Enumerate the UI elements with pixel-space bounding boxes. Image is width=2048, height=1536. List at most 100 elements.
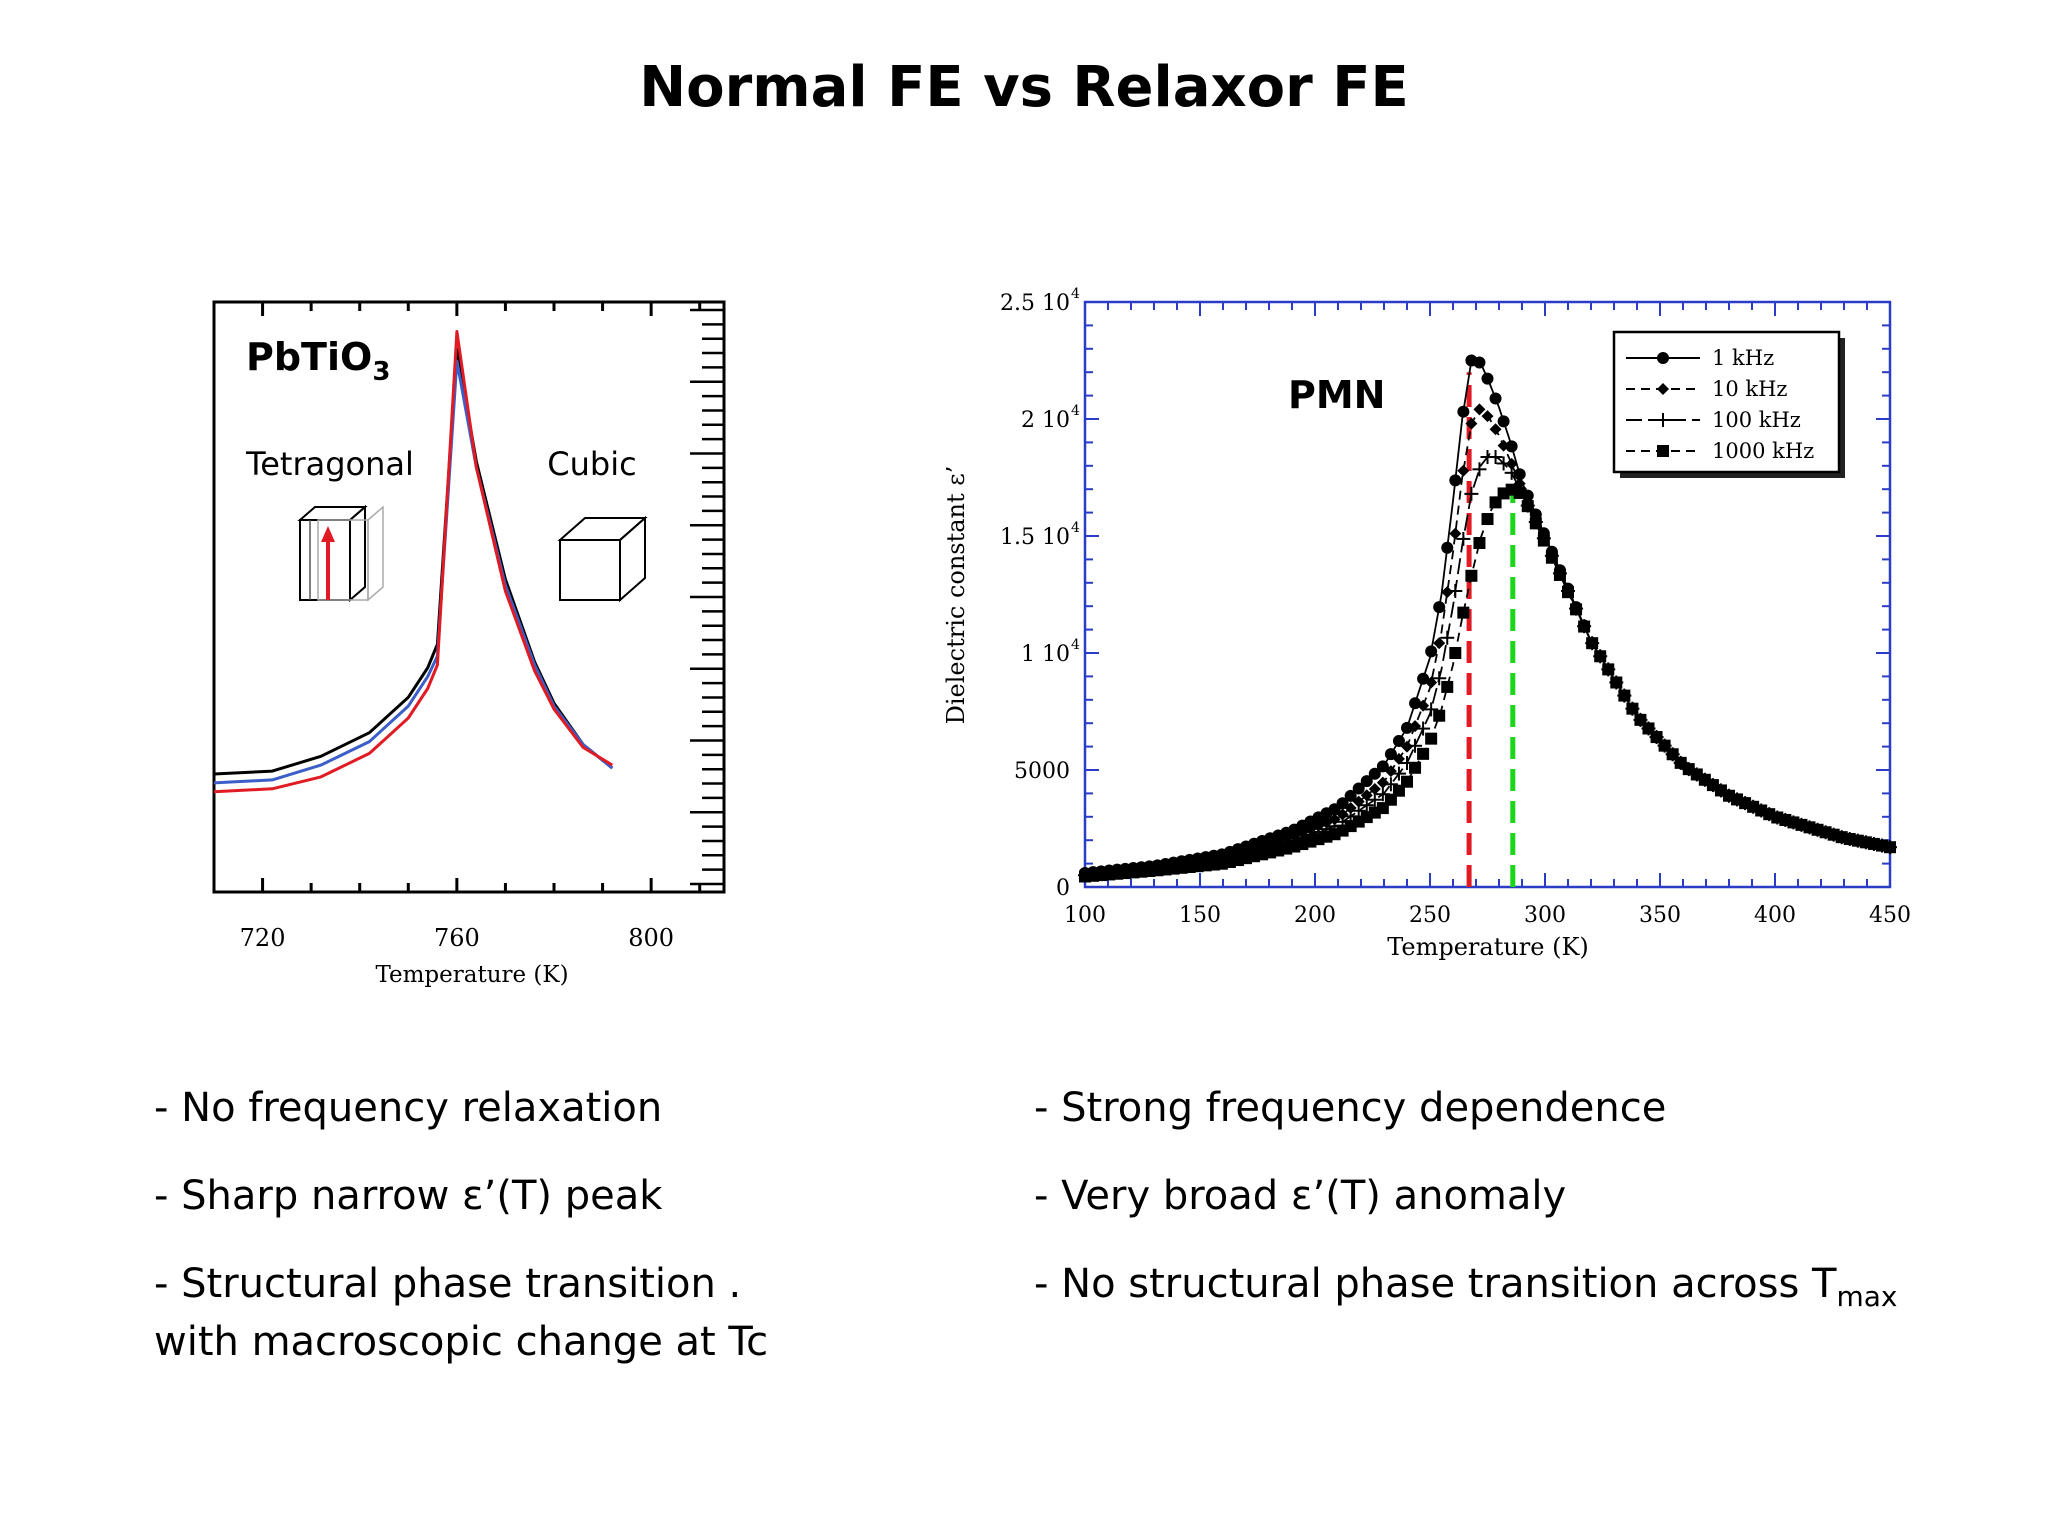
point-circle — [1433, 601, 1446, 614]
tmax-markers — [1466, 372, 1516, 887]
y-tick-label: 1 10 — [1021, 642, 1070, 667]
point-diamond — [1441, 586, 1454, 599]
point-square — [1441, 680, 1454, 693]
x-tick-label: 400 — [1754, 903, 1796, 928]
point-square — [1417, 747, 1430, 760]
point-square — [1586, 637, 1599, 650]
bullet-structural-transition-cont: with macroscopic change at Tc — [154, 1319, 769, 1365]
x-tick-label: 100 — [1064, 903, 1106, 928]
y-tick-exponent: 4 — [1071, 637, 1080, 653]
tetragonal-label: Tetragonal — [245, 445, 414, 483]
point-circle — [1513, 468, 1526, 481]
legend: 1 kHz 10 kHz 100 kHz 1000 kHz — [1612, 330, 1845, 478]
point-square — [1401, 775, 1413, 788]
point-circle — [1392, 734, 1405, 747]
legend-label: 100 kHz — [1712, 408, 1801, 432]
point-diamond — [1376, 776, 1389, 789]
cubic-label: Cubic — [547, 445, 636, 483]
point-square — [1545, 551, 1558, 564]
point-diamond — [1336, 808, 1349, 821]
point-circle — [1384, 748, 1397, 761]
point-square — [1657, 445, 1669, 457]
point-square — [1626, 702, 1639, 715]
x-tick-label: 760 — [434, 924, 480, 952]
point-diamond — [1497, 439, 1510, 452]
point-circle — [1360, 775, 1373, 788]
point-circle — [1497, 415, 1510, 428]
point-diamond — [1465, 417, 1478, 430]
point-square — [1457, 606, 1470, 619]
y-tick-exponent: 4 — [1071, 520, 1080, 536]
series-line-red — [213, 330, 614, 794]
point-diamond — [1368, 782, 1381, 795]
point-square — [1409, 761, 1422, 774]
pbtio3-chart: 720 760 800 Temperature (K) PbTiO3 Tetrago… — [212, 300, 726, 988]
x-tick-label: 300 — [1524, 903, 1566, 928]
x-axis-label: Temperature (K) — [1387, 933, 1589, 961]
right-axis-ticks — [690, 308, 724, 886]
compound-label: PbTiO3 — [246, 335, 390, 387]
x-tick-label: 200 — [1294, 903, 1336, 928]
point-square — [1602, 663, 1615, 676]
y-tick-label: 1.5 10 — [1000, 525, 1070, 550]
point-diamond — [1449, 527, 1462, 540]
point-circle — [1368, 767, 1381, 780]
point-circle — [1352, 782, 1365, 795]
point-square — [1481, 513, 1494, 526]
point-diamond — [1433, 637, 1446, 650]
pmn-label: PMN — [1288, 373, 1385, 417]
x-tick-label: 150 — [1179, 903, 1221, 928]
point-diamond — [1384, 765, 1397, 778]
plot-frame — [1083, 300, 1892, 889]
point-square — [1529, 517, 1542, 530]
point-square — [1562, 586, 1574, 599]
y-tick-exponent: 4 — [1071, 286, 1080, 302]
point-square — [1521, 500, 1534, 513]
point-circle — [1481, 372, 1494, 385]
point-diamond — [1344, 801, 1357, 814]
point-square — [1553, 568, 1566, 581]
point-square — [1578, 620, 1591, 633]
x-tick-labels: 720 760 800 — [240, 924, 674, 952]
series-lines — [213, 330, 614, 794]
point-diamond — [1481, 410, 1494, 423]
legend-label: 1000 kHz — [1712, 439, 1814, 463]
x-tick-label: 450 — [1869, 903, 1911, 928]
point-square — [1618, 689, 1631, 702]
bullet-no-frequency-relaxation: - No frequency relaxation — [154, 1085, 663, 1131]
x-ticks — [261, 302, 702, 892]
x-tick-label: 250 — [1409, 903, 1451, 928]
point-circle — [1657, 352, 1669, 364]
point-square — [1392, 784, 1405, 797]
point-square — [1425, 732, 1438, 745]
y-tick-label: 5000 — [1014, 759, 1070, 784]
cubic-cell-icon — [557, 515, 648, 603]
point-square — [1570, 603, 1583, 616]
point-square — [1433, 709, 1446, 722]
point-circle — [1441, 541, 1454, 554]
x-axis-label: Temperature (K) — [375, 962, 568, 988]
series-line-blue — [213, 359, 614, 785]
point-circle — [1457, 405, 1470, 418]
bullet-frequency-dependence: - Strong frequency dependence — [1034, 1085, 1667, 1131]
point-square — [1537, 534, 1550, 547]
bullet-text: - No structural phase transition across … — [1034, 1261, 1837, 1307]
tetragonal-cell-icon — [297, 504, 384, 603]
bullet-no-structural-transition: - No structural phase transition across … — [1034, 1261, 1897, 1313]
point-square — [1449, 647, 1462, 659]
slide-title: Normal FE vs Relaxor FE — [639, 55, 1409, 120]
point-diamond — [1489, 423, 1502, 436]
x-tick-label: 720 — [240, 924, 286, 952]
point-square — [1610, 676, 1623, 689]
point-circle — [1449, 474, 1462, 487]
point-diamond — [1505, 457, 1518, 470]
bullet-sharp-peak: - Sharp narrow ε’(T) peak — [154, 1173, 663, 1219]
legend-label: 1 kHz — [1712, 346, 1774, 370]
y-tick-exponent: 4 — [1071, 403, 1080, 419]
x-tick-label: 800 — [628, 924, 674, 952]
point-square — [1384, 793, 1397, 806]
axis-ticks — [1084, 301, 1891, 888]
